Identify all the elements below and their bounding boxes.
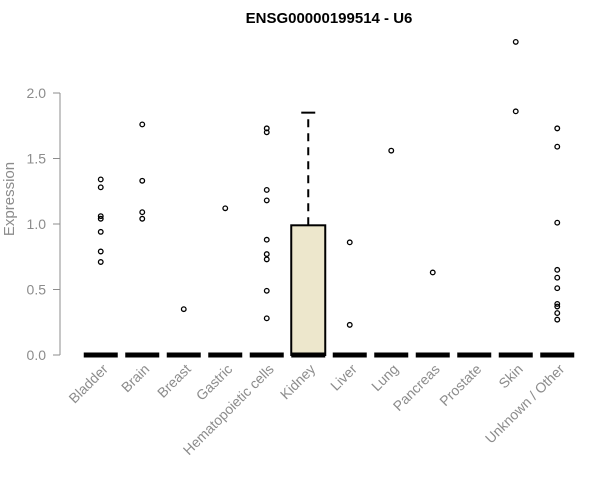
outlier-point — [554, 300, 561, 307]
outlier-point — [97, 215, 104, 222]
y-tick-label: 2.0 — [27, 85, 47, 101]
x-tick-label: Liver — [327, 361, 360, 394]
box-unknown-other — [540, 125, 575, 358]
x-tick-label: Bladder — [65, 361, 111, 407]
x-tick-label: Prostate — [436, 361, 484, 409]
box-hematopoietic-cells — [249, 125, 284, 358]
outlier-point — [554, 125, 561, 132]
x-tick-label: Brain — [118, 361, 152, 395]
outlier-point — [97, 184, 104, 191]
box-lung — [374, 147, 409, 358]
box-body — [290, 224, 327, 356]
outlier-point — [139, 121, 146, 128]
outlier-point — [554, 143, 561, 150]
outlier-point — [554, 285, 561, 292]
outlier-point — [139, 215, 146, 222]
outlier-point — [554, 274, 561, 281]
outlier-point — [263, 287, 270, 294]
outlier-point — [263, 251, 270, 258]
outlier-point — [512, 38, 519, 45]
outlier-point — [97, 228, 104, 235]
outlier-point — [222, 205, 229, 212]
outlier-point — [554, 266, 561, 273]
outlier-point — [97, 248, 104, 255]
outlier-point — [346, 239, 353, 246]
outlier-point — [554, 310, 561, 317]
outlier-point — [554, 316, 561, 323]
outlier-point — [263, 236, 270, 243]
outlier-point — [180, 306, 187, 313]
x-tick-label: Breast — [154, 361, 194, 401]
outlier-point — [554, 219, 561, 226]
outlier-point — [263, 129, 270, 136]
outlier-point — [429, 269, 436, 276]
outlier-point — [263, 197, 270, 204]
outlier-point — [388, 147, 395, 154]
outlier-point — [139, 177, 146, 184]
outlier-point — [263, 315, 270, 322]
outlier-point — [263, 186, 270, 193]
y-axis-label: Expression — [1, 162, 18, 236]
outlier-point — [97, 213, 104, 220]
box-series — [83, 38, 575, 358]
y-tick-label: 1.5 — [27, 151, 47, 167]
y-tick-label: 0.5 — [27, 282, 47, 298]
box-bladder — [83, 176, 118, 358]
outlier-point — [554, 303, 561, 310]
outlier-point — [263, 125, 270, 132]
outlier-point — [97, 259, 104, 265]
box-kidney — [290, 111, 327, 358]
y-tick-label: 0.0 — [27, 347, 47, 363]
box-breast — [166, 306, 201, 358]
chart-title: ENSG00000199514 - U6 — [246, 10, 413, 27]
y-tick-label: 1.0 — [27, 216, 47, 232]
box-pancreas — [415, 269, 450, 358]
outlier-point — [512, 108, 519, 115]
box-skin — [498, 38, 533, 358]
outlier-point — [263, 256, 270, 263]
x-tick-label: Kidney — [277, 361, 319, 403]
box-gastric — [208, 205, 243, 358]
x-tick-label: Skin — [495, 361, 526, 392]
x-tick-label: Lung — [368, 361, 401, 394]
x-tick-label: Unknown / Other — [482, 361, 568, 447]
box-liver — [332, 239, 367, 358]
y-axis: 0.0 0.5 1.0 1.5 2.0 — [27, 85, 61, 363]
outlier-point — [346, 321, 353, 328]
outlier-point — [97, 176, 104, 183]
outlier-point — [139, 209, 146, 216]
box-brain — [125, 121, 160, 358]
